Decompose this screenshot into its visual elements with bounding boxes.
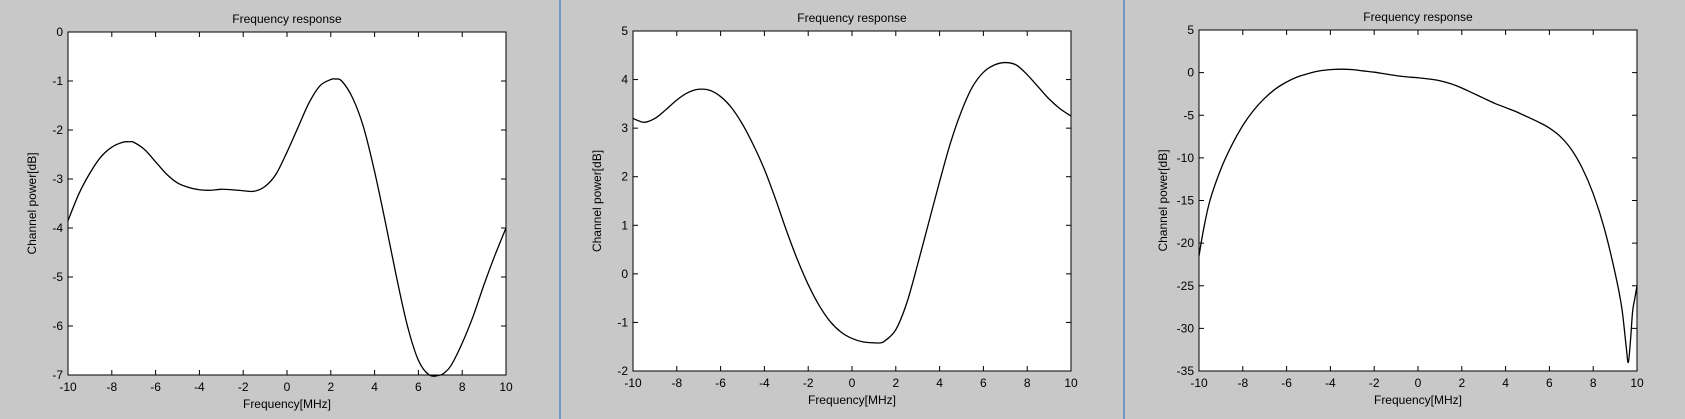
y-tick-label: 1	[621, 218, 628, 232]
x-tick-label: 6	[415, 380, 422, 394]
frequency-response-line	[632, 61, 1072, 344]
x-tick-label: -8	[1237, 376, 1248, 390]
y-tick-label: -3	[52, 172, 63, 186]
x-tick-label: 10	[1064, 376, 1078, 390]
y-tick-label: -35	[1177, 364, 1195, 378]
plot-area	[67, 31, 507, 376]
y-axis-label: Channel power[dB]	[590, 150, 604, 252]
chart-title: Frequency response	[232, 12, 342, 26]
x-tick-label: -10	[1190, 376, 1208, 390]
x-tick-label: -10	[624, 376, 642, 390]
y-tick-label: 4	[621, 73, 628, 87]
x-tick-label: 0	[284, 380, 291, 394]
y-axis-label: Channel power[dB]	[25, 152, 39, 254]
x-tick-label: -10	[59, 380, 77, 394]
y-tick-label: -2	[52, 123, 63, 137]
x-tick-label: -2	[803, 376, 814, 390]
y-tick-label: -2	[617, 364, 628, 378]
x-tick-label: 4	[1502, 376, 1509, 390]
x-tick-label: 8	[1024, 376, 1031, 390]
x-tick-label: -8	[106, 380, 117, 394]
y-axis-label: Channel power[dB]	[1156, 149, 1170, 251]
x-axis-label: Frequency[MHz]	[808, 393, 896, 407]
x-tick-label: 0	[849, 376, 856, 390]
chart-title: Frequency response	[1363, 10, 1473, 24]
y-tick-label: -6	[52, 319, 63, 333]
x-tick-label: 0	[1415, 376, 1422, 390]
y-tick-label: -1	[52, 74, 63, 88]
x-tick-label: 2	[892, 376, 899, 390]
x-tick-label: -4	[194, 380, 205, 394]
x-tick-label: -6	[715, 376, 726, 390]
x-tick-label: -2	[1369, 376, 1380, 390]
figure-panel-middle: -10 -8 -6 -4 -2 0 2 4 6 8 10 -2 -1 0 1 2 3 4 5 Frequency re…	[559, 0, 1123, 419]
y-tick-label: 0	[621, 267, 628, 281]
y-tick-label: 5	[1187, 23, 1194, 37]
x-tick-label: -6	[1281, 376, 1292, 390]
y-tick-label: -30	[1177, 321, 1195, 335]
y-tick-label: 2	[621, 170, 628, 184]
x-tick-label: 4	[371, 380, 378, 394]
y-tick-label: -20	[1177, 236, 1195, 250]
x-tick-label: 6	[980, 376, 987, 390]
chart-title: Frequency response	[797, 11, 907, 25]
x-tick-label: 2	[1458, 376, 1465, 390]
y-tick-label: 3	[621, 121, 628, 135]
figure-panel-right: -10 -8 -6 -4 -2 0 2 4 6 8 10 -35 -30 -25 -20 -15 -10 -5 0 5…	[1123, 0, 1685, 419]
x-axis-label: Frequency[MHz]	[1374, 393, 1462, 407]
x-tick-label: 8	[459, 380, 466, 394]
frequency-response-line	[1198, 68, 1638, 364]
y-tick-label: -1	[617, 315, 628, 329]
frequency-response-chart-1: -10 -8 -6 -4 -2 0 2 4 6 8 10-7-6-5-4-3-2-10Frequen…	[25, 12, 513, 411]
x-tick-label: 2	[327, 380, 334, 394]
frequency-response-line	[67, 78, 507, 377]
x-tick-label: 4	[936, 376, 943, 390]
x-tick-label: -4	[1325, 376, 1336, 390]
y-tick-label: -4	[52, 221, 63, 235]
y-tick-label: -15	[1177, 194, 1195, 208]
y-tick-label: -7	[52, 368, 63, 382]
x-tick-label: 10	[499, 380, 513, 394]
figure-panel-left: -10 -8 -6 -4 -2 0 2 4 6 8 10 -7 -6 -5 -4 -3 -2 -1 0 Frequen…	[0, 0, 559, 419]
x-tick-label: 6	[1546, 376, 1553, 390]
plot-area	[1198, 29, 1638, 372]
frequency-response-chart-3: -10 -8 -6 -4 -2 0 2 4 6 8 10-35-30-25-20-15-10-505…	[1156, 10, 1644, 407]
y-tick-label: -5	[52, 270, 63, 284]
x-tick-label: 10	[1630, 376, 1644, 390]
y-tick-label: 5	[621, 24, 628, 38]
y-tick-label: -5	[1183, 108, 1194, 122]
x-tick-label: -2	[238, 380, 249, 394]
x-axis-label: Frequency[MHz]	[243, 397, 331, 411]
y-tick-label: -25	[1177, 279, 1195, 293]
plot-area	[632, 30, 1072, 372]
y-tick-label: 0	[1187, 66, 1194, 80]
y-tick-label: -10	[1177, 151, 1195, 165]
x-tick-label: 8	[1590, 376, 1597, 390]
x-tick-label: -6	[150, 380, 161, 394]
x-tick-label: -4	[759, 376, 770, 390]
x-tick-label: -8	[671, 376, 682, 390]
y-tick-label: 0	[56, 25, 63, 39]
